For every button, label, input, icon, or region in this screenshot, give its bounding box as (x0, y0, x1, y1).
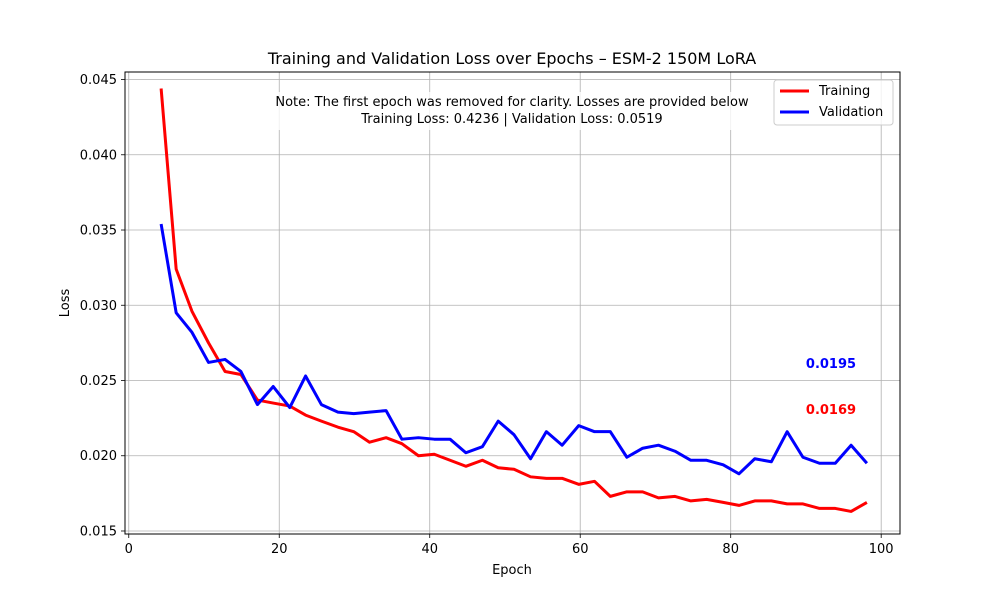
legend-label-training: Training (818, 84, 870, 99)
plot-frame (124, 71, 901, 535)
y-axis-label: Loss (58, 289, 73, 318)
grid (125, 72, 900, 534)
y-tick-label: 0.020 (80, 449, 117, 464)
chart-title: Training and Validation Loss over Epochs… (267, 49, 756, 68)
note-box: Note: The first epoch was removed for cl… (252, 92, 772, 130)
legend: Training Validation (773, 79, 894, 126)
note-background (252, 92, 772, 130)
note-line-1: Note: The first epoch was removed for cl… (275, 95, 749, 110)
series-lines (159, 88, 869, 513)
x-tick-label: 20 (271, 542, 288, 557)
y-tick-label: 0.040 (80, 148, 117, 163)
x-tick-label: 80 (722, 542, 739, 557)
legend-label-validation: Validation (819, 105, 883, 120)
final-validation-value: 0.0195 (806, 357, 856, 372)
x-tick-label: 100 (869, 542, 894, 557)
y-tick-label: 0.035 (80, 224, 117, 239)
y-tick-label: 0.030 (80, 299, 117, 314)
y-tick-label: 0.015 (80, 524, 117, 539)
y-tick-label: 0.025 (80, 374, 117, 389)
x-axis-label: Epoch (492, 563, 532, 578)
y-tick-label: 0.045 (80, 73, 117, 88)
final-training-value: 0.0169 (806, 403, 856, 418)
note-line-2: Training Loss: 0.4236 | Validation Loss:… (360, 112, 662, 127)
x-tick-label: 40 (421, 542, 438, 557)
axis-ticks: 0 20 40 60 80 100 0.015 0.020 0.025 0.030 0.035 0.0… (80, 73, 894, 557)
x-tick-label: 0 (125, 542, 133, 557)
x-tick-label: 60 (572, 542, 589, 557)
